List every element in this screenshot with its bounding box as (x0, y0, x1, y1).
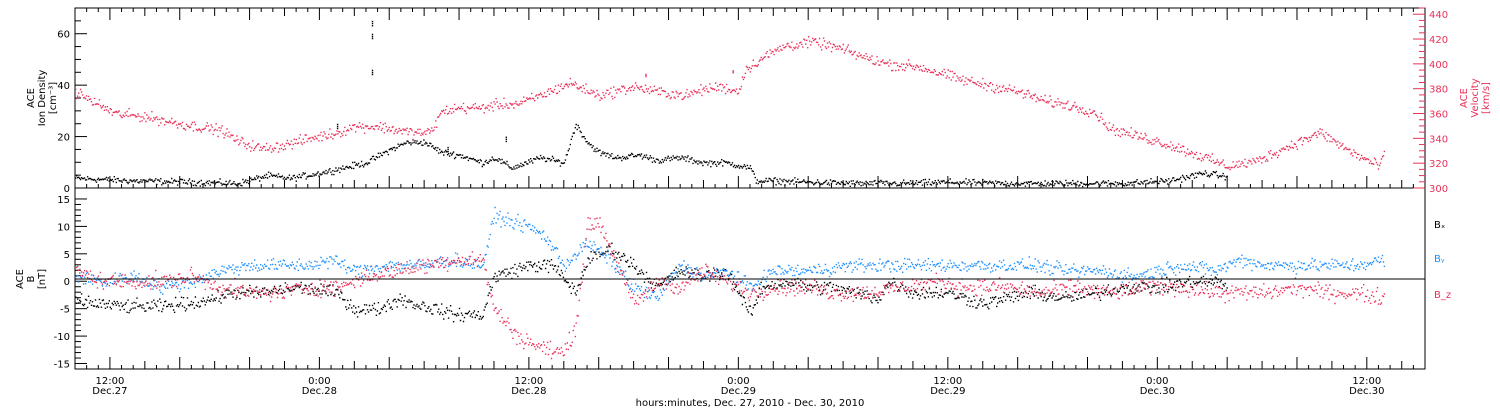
velocity-axis-label: ACE Velocity [km/s] (1459, 78, 1492, 117)
velocity-label-line2: Velocity (1470, 78, 1481, 117)
x-tick-label-time: 12:00 (514, 376, 543, 387)
density-tick-label: 60 (57, 30, 70, 41)
b-tick-label: 5 (64, 250, 70, 261)
by-points (75, 206, 1386, 301)
x-tick-label-date: Dec.28 (302, 386, 337, 397)
velocity-tick-label: 440 (1429, 10, 1448, 21)
velocity-tick-label: 340 (1429, 134, 1448, 145)
bz-series (75, 217, 1386, 360)
velocity-series (75, 36, 1386, 171)
density-label-line1: ACE (26, 88, 37, 108)
density-points (75, 20, 1228, 188)
density-series (75, 20, 1228, 188)
x-tick-label-time: 12:00 (95, 376, 124, 387)
velocity-tick-label: 360 (1429, 110, 1448, 121)
top-panel-frame (74, 7, 1426, 189)
density-tick-label: 20 (57, 133, 70, 144)
legend-bz: B_z (1434, 290, 1451, 301)
x-tick-label-time: 12:00 (1352, 376, 1381, 387)
velocity-tick-label: 320 (1429, 159, 1448, 170)
density-tick-label: 40 (57, 81, 70, 92)
by-series (75, 206, 1386, 301)
velocity-label-line3: [km/s] (1481, 82, 1492, 114)
x-tick-label-date: Dec.28 (511, 386, 546, 397)
velocity-label-line1: ACE (1459, 88, 1470, 108)
bz-points (75, 217, 1386, 360)
b-tick-label: 15 (57, 195, 70, 206)
x-tick-label-time: 0:00 (727, 376, 749, 387)
x-axis-title: hours:minutes, Dec. 27, 2010 - Dec. 30, … (636, 398, 865, 409)
x-tick-label-date: Dec.30 (1140, 386, 1175, 397)
density-label-line2: Ion Density (37, 70, 48, 127)
velocity-points (75, 36, 1386, 171)
b-label-line3: [nT] (37, 269, 48, 289)
bottom-panel-ticks: -15 -10 -5 0 5 10 15 (54, 195, 87, 371)
b-axis-label: ACE B [nT] (15, 269, 48, 289)
b-tick-label: 0 (64, 277, 70, 288)
b-tick-label: -15 (54, 360, 70, 371)
velocity-tick-label: 300 (1429, 184, 1448, 195)
x-tick-label-date: Dec.29 (721, 386, 756, 397)
legend-bx: Bₓ (1434, 220, 1445, 231)
velocity-tick-label: 400 (1429, 60, 1448, 71)
top-panel-ticks: 0 20 40 60 300 320 340 360 380 400 420 440 (57, 7, 1448, 195)
x-tick-label-time: 0:00 (1146, 376, 1168, 387)
density-tick-label: 0 (64, 184, 70, 195)
b-tick-label: 10 (57, 222, 70, 233)
density-label-line3: [cm⁻³] (48, 82, 59, 114)
x-tick-label-date: Dec.30 (1349, 386, 1384, 397)
density-axis-label: ACE Ion Density [cm⁻³] (26, 70, 59, 127)
x-tick-label-time: 12:00 (933, 376, 962, 387)
b-tick-label: -10 (54, 332, 70, 343)
x-tick-label-date: Dec.29 (930, 386, 965, 397)
legend-by: Bᵧ (1434, 254, 1445, 265)
b-label-line1: ACE (15, 269, 26, 289)
x-axis-ticks: 12:00Dec.270:00Dec.2812:00Dec.280:00Dec.… (74, 8, 1426, 397)
b-label-line2: B (26, 275, 37, 282)
velocity-tick-label: 420 (1429, 35, 1448, 46)
velocity-tick-label: 380 (1429, 85, 1448, 96)
b-tick-label: -5 (60, 305, 70, 316)
x-tick-label-date: Dec.27 (92, 386, 127, 397)
x-tick-label-time: 0:00 (308, 376, 330, 387)
